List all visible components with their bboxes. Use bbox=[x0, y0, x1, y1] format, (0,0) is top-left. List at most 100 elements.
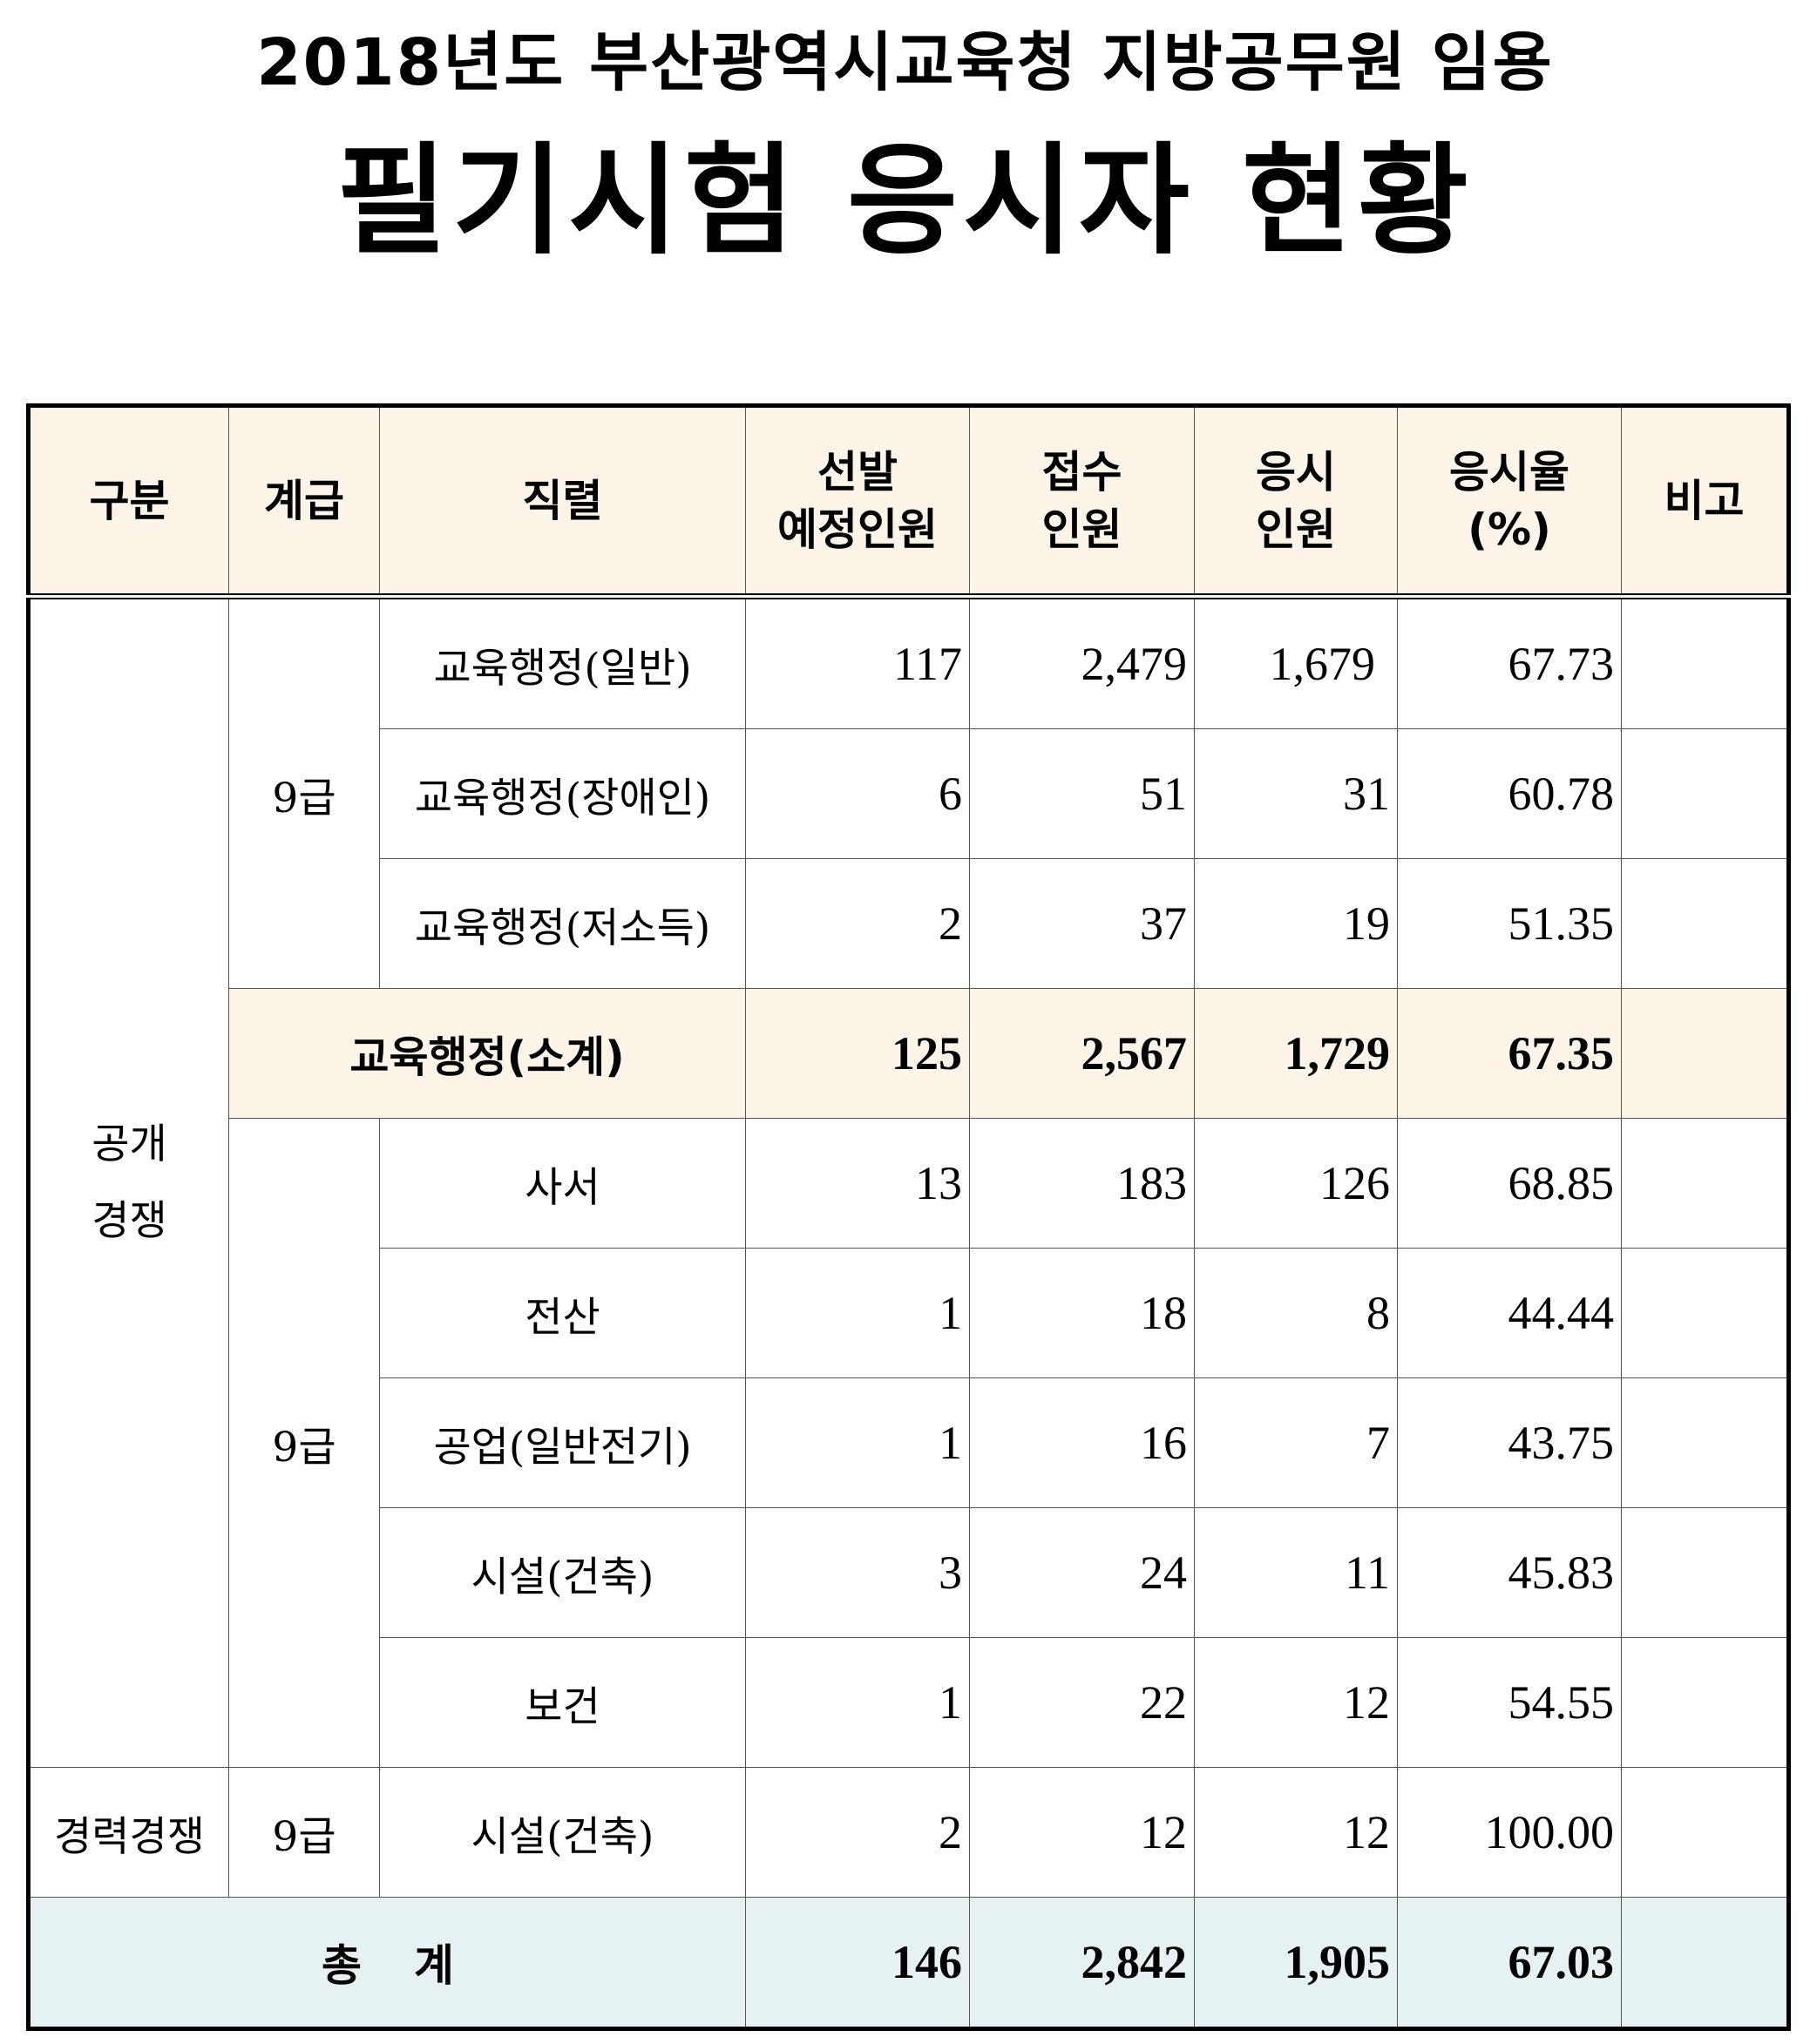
examinees-cell: 7 bbox=[1194, 1377, 1398, 1508]
examinees-cell: 126 bbox=[1194, 1118, 1398, 1249]
header-examinees-line1: 응시 bbox=[1256, 446, 1336, 497]
header-rate-line1: 응시율 bbox=[1449, 446, 1569, 497]
planned-cell: 1 bbox=[745, 1248, 970, 1378]
category-label-line2: 경쟁 bbox=[92, 1197, 167, 1245]
table-row: 시설(건축) 3 24 11 45.83 bbox=[29, 1507, 1789, 1638]
rate-cell: 100.00 bbox=[1397, 1767, 1622, 1898]
subtotal-rate: 67.35 bbox=[1397, 988, 1622, 1119]
rate-cell: 45.83 bbox=[1397, 1507, 1622, 1638]
table-row: 9급 사서 13 183 126 68.85 bbox=[29, 1118, 1789, 1768]
table-row: 경력경쟁 9급 시설(건축) 2 12 12 100.00 bbox=[28, 1767, 1789, 1898]
applied-cell: 16 bbox=[969, 1377, 1195, 1508]
examinees-cell: 19 bbox=[1194, 858, 1398, 989]
header-rate: 응시율 (%) bbox=[1397, 405, 1622, 599]
applied-cell: 18 bbox=[969, 1248, 1195, 1378]
planned-cell: 1 bbox=[745, 1377, 970, 1508]
applied-cell: 22 bbox=[969, 1637, 1195, 1768]
subtotal-label: 교육행정(소계) bbox=[228, 988, 746, 1119]
rate-cell: 54.55 bbox=[1397, 1637, 1622, 1768]
remarks-cell bbox=[1621, 858, 1789, 989]
rate-cell: 51.35 bbox=[1397, 858, 1622, 989]
subtotal-applied: 2,567 bbox=[969, 988, 1195, 1119]
header-grade: 계급 bbox=[228, 405, 380, 599]
planned-cell: 1 bbox=[745, 1637, 970, 1768]
total-row: 총계 146 2,842 1,905 67.03 bbox=[28, 1897, 1789, 2029]
total-applied: 2,842 bbox=[969, 1897, 1195, 2029]
position-cell: 사서 bbox=[379, 1118, 746, 1249]
position-cell: 시설(건축) bbox=[379, 1507, 746, 1638]
subtotal-remarks bbox=[1621, 988, 1789, 1119]
subtotal-row: 교육행정(소계) 125 2,567 1,729 67.35 bbox=[29, 988, 1789, 1119]
document-title-line2: 필기시험 응시자 현황 bbox=[336, 131, 1474, 271]
applied-cell: 12 bbox=[969, 1767, 1195, 1898]
document-title-line1: 2018년도 부산광역시교육청 지방공무원 임용 bbox=[256, 25, 1554, 100]
category-career-competition: 경력경쟁 bbox=[28, 1767, 229, 1898]
planned-cell: 6 bbox=[745, 728, 970, 859]
examinees-cell: 12 bbox=[1194, 1767, 1398, 1898]
grade-cell: 9급 bbox=[228, 596, 380, 989]
table-row: 교육행정(저소득) 2 37 19 51.35 bbox=[29, 858, 1789, 989]
subtotal-examinees: 1,729 bbox=[1194, 988, 1398, 1119]
rate-cell: 67.73 bbox=[1397, 596, 1622, 729]
position-cell: 공업(일반전기) bbox=[379, 1377, 746, 1508]
rate-cell: 44.44 bbox=[1397, 1248, 1622, 1378]
remarks-cell bbox=[1621, 1767, 1789, 1898]
remarks-cell bbox=[1621, 1507, 1789, 1638]
grade-cell: 9급 bbox=[228, 1118, 380, 1768]
total-rate: 67.03 bbox=[1397, 1897, 1622, 2029]
position-cell: 교육행정(저소득) bbox=[379, 858, 746, 989]
subtotal-planned: 125 bbox=[745, 988, 970, 1119]
examinees-cell: 8 bbox=[1194, 1248, 1398, 1378]
position-cell: 전산 bbox=[379, 1248, 746, 1378]
table-row: 전산 1 18 8 44.44 bbox=[29, 1248, 1789, 1378]
applied-cell: 183 bbox=[969, 1118, 1195, 1249]
total-label: 총계 bbox=[28, 1897, 746, 2029]
header-rate-line2: (%) bbox=[1468, 504, 1551, 555]
position-cell: 시설(건축) bbox=[379, 1767, 746, 1898]
header-planned-line1: 선발 bbox=[817, 446, 898, 497]
applied-cell: 24 bbox=[969, 1507, 1195, 1638]
category-label-line1: 공개 bbox=[92, 1120, 167, 1168]
header-planned-line2: 예정인원 bbox=[777, 504, 938, 555]
examinees-cell: 11 bbox=[1194, 1507, 1398, 1638]
header-remarks: 비고 bbox=[1621, 405, 1789, 599]
rate-cell: 43.75 bbox=[1397, 1377, 1622, 1508]
planned-cell: 13 bbox=[745, 1118, 970, 1249]
position-cell: 교육행정(일반) bbox=[379, 596, 746, 729]
grade-cell: 9급 bbox=[228, 1767, 380, 1898]
planned-cell: 2 bbox=[745, 858, 970, 989]
applied-cell: 2,479 bbox=[969, 596, 1195, 729]
total-remarks bbox=[1621, 1897, 1789, 2029]
header-position: 직렬 bbox=[379, 405, 746, 599]
planned-cell: 3 bbox=[745, 1507, 970, 1638]
remarks-cell bbox=[1621, 1248, 1789, 1378]
position-cell: 교육행정(장애인) bbox=[379, 728, 746, 859]
header-category: 구분 bbox=[28, 405, 229, 599]
rate-cell: 60.78 bbox=[1397, 728, 1622, 859]
applied-cell: 51 bbox=[969, 728, 1195, 859]
examinees-cell: 1,679 bbox=[1194, 596, 1398, 729]
applied-cell: 37 bbox=[969, 858, 1195, 989]
planned-cell: 2 bbox=[745, 1767, 970, 1898]
header-examinees-line2: 인원 bbox=[1256, 504, 1336, 555]
examinees-cell: 12 bbox=[1194, 1637, 1398, 1768]
header-applied-line1: 접수 bbox=[1041, 446, 1122, 497]
rate-cell: 68.85 bbox=[1397, 1118, 1622, 1249]
remarks-cell bbox=[1621, 596, 1789, 729]
table-row: 공업(일반전기) 1 16 7 43.75 bbox=[29, 1377, 1789, 1508]
examinees-cell: 31 bbox=[1194, 728, 1398, 859]
remarks-cell bbox=[1621, 1118, 1789, 1249]
remarks-cell bbox=[1621, 1377, 1789, 1508]
header-applied-line2: 인원 bbox=[1041, 504, 1122, 555]
planned-cell: 117 bbox=[745, 596, 970, 729]
total-planned: 146 bbox=[745, 1897, 970, 2029]
position-cell: 보건 bbox=[379, 1637, 746, 1768]
remarks-cell bbox=[1621, 728, 1789, 859]
total-examinees: 1,905 bbox=[1194, 1897, 1398, 2029]
